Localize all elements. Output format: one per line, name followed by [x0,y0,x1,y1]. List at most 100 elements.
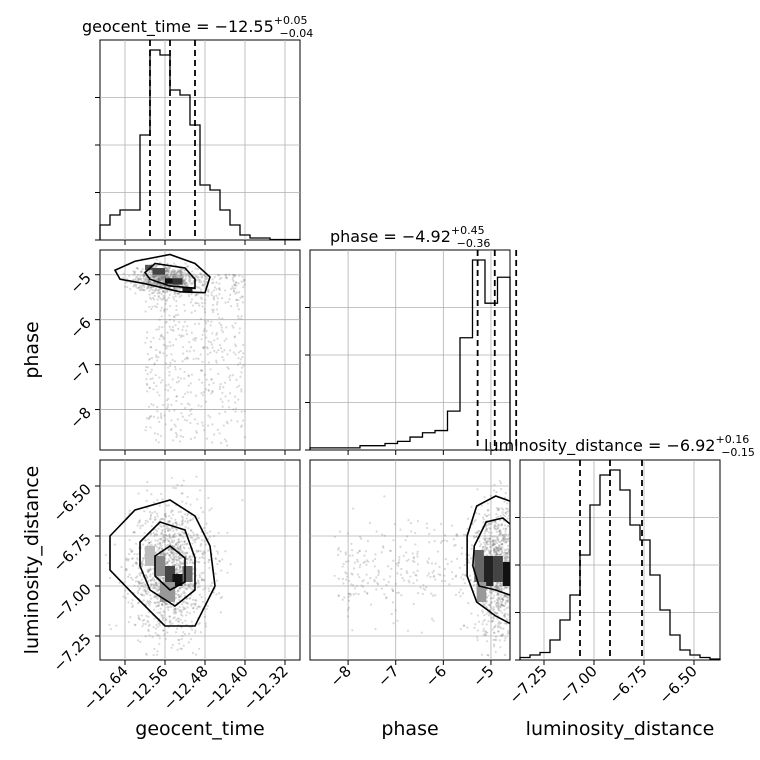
sample-point [233,335,237,338]
sample-point [186,551,189,555]
sample-point [240,317,243,320]
sample-point [173,423,176,426]
sample-point [177,376,180,379]
sample-point [145,583,148,587]
sample-point [164,275,168,278]
sample-point [504,653,507,657]
sample-point [189,391,193,394]
sample-point [201,553,205,556]
sample-point [495,552,499,555]
sample-point [491,539,495,543]
sample-point [198,378,201,381]
sample-point [500,584,503,587]
sample-point [145,589,148,593]
sample-point [236,363,240,366]
sample-point [497,507,500,510]
sample-point [225,440,228,443]
sample-point [147,570,150,573]
sample-point [154,601,157,605]
sample-point [218,432,221,435]
sample-point [232,280,235,283]
sample-point [521,555,523,557]
sample-point [503,557,507,560]
sample-point [508,605,510,608]
sample-point [493,483,496,486]
sample-point [177,569,180,572]
sample-point [172,533,176,537]
sample-point [174,365,177,368]
sample-point [132,284,136,287]
sample-point [502,508,505,511]
sample-point [163,275,167,278]
sample-point [183,600,186,603]
sample-point [182,644,185,647]
sample-point [155,533,158,536]
hist-bar [180,95,190,240]
sample-point [392,589,395,592]
sample-point [177,313,180,316]
sample-point [175,300,178,303]
sample-point [202,588,205,591]
sample-point [351,573,354,576]
sample-point [180,586,183,589]
sample-point [203,311,207,314]
sample-point [342,582,345,585]
sample-point [506,599,509,602]
sample-point [504,492,507,495]
sample-point [156,282,159,285]
sample-point [124,589,127,592]
sample-point [502,535,505,538]
sample-point [514,582,516,584]
sample-point [157,328,160,331]
sample-point [238,331,241,334]
sample-point [498,587,501,590]
sample-point [499,530,502,533]
sample-point [210,378,213,381]
sample-point [172,274,175,277]
sample-point [532,551,534,553]
sample-point [186,495,189,499]
sample-point [440,579,444,583]
sample-point [176,568,179,571]
sample-point [243,278,246,282]
sample-point [431,594,435,597]
sample-point [498,533,501,536]
sample-point [183,280,186,283]
sample-point [365,573,368,576]
sample-point [485,541,488,544]
sample-point [512,549,514,551]
sample-point [183,633,187,636]
sample-point [169,275,172,278]
sample-point [511,616,513,618]
sample-point [407,519,410,522]
sample-point [485,546,488,549]
sample-point [506,517,509,520]
sample-point [157,292,161,295]
sample-point [506,632,509,635]
sample-point [513,523,515,525]
sample-point [499,582,502,585]
sample-point [178,541,181,544]
sample-point [144,429,147,432]
sample-point [516,597,518,599]
sample-point [182,553,185,556]
sample-point [131,564,135,567]
sample-point [143,531,146,535]
sample-point [506,525,509,528]
sample-point [140,563,143,566]
sample-point [497,620,501,624]
sample-point [178,606,181,609]
sample-point [147,405,151,408]
sample-point [153,276,156,279]
sample-point [153,298,156,301]
sample-point [484,545,487,548]
sample-point [464,533,467,537]
sample-point [170,353,173,356]
sample-point [163,276,167,279]
sample-point [488,589,491,592]
sample-point [133,552,136,556]
sample-point [169,529,172,532]
sample-point [178,440,182,443]
sample-point [195,275,198,278]
sample-point [366,582,370,585]
